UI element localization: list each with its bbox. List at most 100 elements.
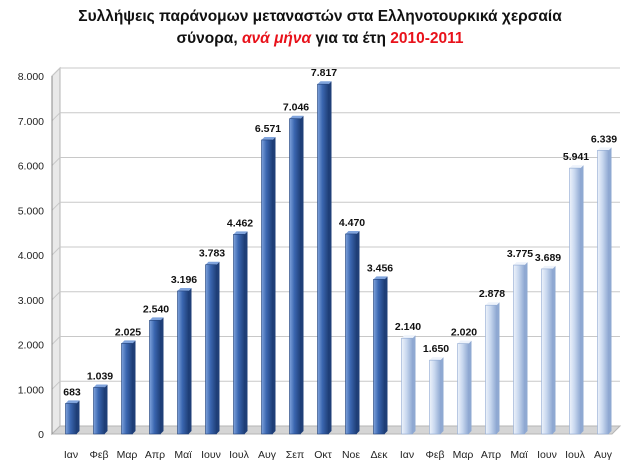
bar-top — [541, 265, 556, 269]
bar — [541, 268, 553, 435]
bar-side — [384, 276, 388, 434]
bar-side — [468, 340, 472, 434]
bar — [65, 403, 77, 435]
y-axis: 0 1.000 2.000 3.000 4.000 5.000 6.000 7.000 8.00… — [18, 71, 53, 441]
bar — [485, 304, 497, 435]
data-label: 4.462 — [227, 217, 253, 229]
y-tick-label: 0 — [38, 429, 44, 441]
grid-line-side — [51, 380, 61, 390]
data-label: 7.046 — [283, 102, 309, 114]
x-tick-label: Ιαν — [400, 449, 414, 461]
chart-title-part-a: σύνορα, — [176, 30, 242, 47]
x-tick-label: Φεβ — [89, 449, 108, 461]
y-tick-label: 5.000 — [18, 205, 44, 217]
bar — [457, 343, 469, 435]
bar-top — [121, 340, 136, 344]
floor — [50, 425, 622, 435]
data-label: 1.039 — [87, 371, 113, 383]
data-label: 5.941 — [563, 151, 589, 163]
x-tick-label: Αυγ — [594, 449, 613, 461]
bar-side — [76, 400, 80, 434]
bar-top — [233, 231, 248, 235]
y-tick-label: 7.000 — [18, 116, 44, 128]
y-tick-label: 2.000 — [18, 340, 44, 352]
bar-side — [188, 287, 192, 434]
chart-title: Συλλήψεις παράνομων μεταναστών στα Ελλην… — [0, 6, 640, 50]
y-tick-label: 6.000 — [18, 161, 44, 173]
data-label: 2.540 — [143, 303, 169, 315]
chart-title-line2: σύνορα, ανά μήνα για τα έτη 2010-2011 — [0, 28, 640, 50]
bar-side — [608, 147, 612, 434]
grid-line-side — [51, 201, 61, 211]
x-tick-label: Οκτ — [314, 449, 332, 461]
data-label: 2.020 — [451, 327, 477, 339]
x-tick-label: Απρ — [481, 449, 501, 461]
bar-top — [261, 136, 276, 140]
bar-top — [289, 115, 304, 119]
x-tick-label: Ιουν — [537, 449, 557, 461]
bar-top — [401, 335, 416, 339]
bar-side — [328, 81, 332, 435]
bar-side — [412, 335, 416, 434]
x-tick-label: Μαρ — [117, 449, 138, 461]
bar-top — [317, 81, 332, 85]
bar-side — [244, 231, 248, 434]
y-tick-label: 1.000 — [18, 384, 44, 396]
bar-side — [440, 357, 444, 434]
x-tick-label: Μαϊ — [510, 449, 528, 461]
bar — [205, 264, 217, 435]
data-label: 2.025 — [115, 326, 141, 338]
data-label: 4.470 — [339, 217, 365, 229]
bar-side — [104, 384, 108, 434]
bar-top — [177, 287, 192, 291]
data-label: 6.339 — [591, 133, 617, 145]
data-label: 1.650 — [423, 343, 449, 355]
chart-title-line1: Συλλήψεις παράνομων μεταναστών στα Ελλην… — [78, 8, 562, 25]
bar-side — [300, 115, 304, 434]
chart-title-part-c: για τα έτη — [311, 30, 391, 47]
x-tick-label: Ιουν — [201, 449, 221, 461]
bar — [597, 150, 609, 435]
bar — [429, 359, 441, 435]
bar-top — [597, 147, 612, 151]
bar-side — [160, 317, 164, 434]
bar — [317, 83, 329, 435]
x-tick-label: Απρ — [145, 449, 165, 461]
x-tick-label: Δεκ — [371, 449, 389, 461]
bar — [569, 167, 581, 435]
x-tick-label: Μαϊ — [174, 449, 192, 461]
grid-lines — [51, 67, 620, 390]
x-tick-label: Ιουλ — [565, 449, 585, 461]
x-axis: Ιαν Φεβ Μαρ Απρ Μαϊ Ιουν Ιουλ Αυγ Σεπ Οκτ Νοε Δεκ Ια… — [64, 449, 613, 461]
grid-line-side — [51, 157, 61, 166]
bar — [233, 234, 245, 435]
bar-top — [205, 261, 220, 265]
bar-top — [65, 400, 80, 404]
x-tick-label: Σεπ — [286, 449, 304, 461]
bar-side — [580, 165, 584, 434]
data-label: 3.783 — [199, 248, 225, 260]
bar — [149, 320, 161, 435]
grid-line-side — [51, 246, 61, 256]
x-tick-label: Ιαν — [64, 449, 78, 461]
grid-line-side — [51, 336, 61, 345]
bar — [93, 387, 105, 435]
bar — [177, 290, 189, 435]
x-tick-label: Φεβ — [425, 449, 444, 461]
bar-top — [569, 165, 584, 169]
bar — [345, 233, 357, 435]
data-label: 2.878 — [479, 288, 505, 300]
bar — [289, 118, 301, 435]
bar-side — [356, 230, 360, 434]
y-tick-label: 3.000 — [18, 295, 44, 307]
bar-top — [457, 340, 472, 344]
data-label: 3.196 — [171, 274, 197, 286]
data-label: 7.817 — [311, 67, 337, 79]
bar-top — [345, 230, 360, 234]
x-tick-label: Αυγ — [258, 449, 277, 461]
x-tick-label: Νοε — [342, 449, 360, 461]
data-label: 6.571 — [255, 123, 281, 135]
bar — [261, 139, 273, 435]
bar-top — [485, 302, 500, 306]
